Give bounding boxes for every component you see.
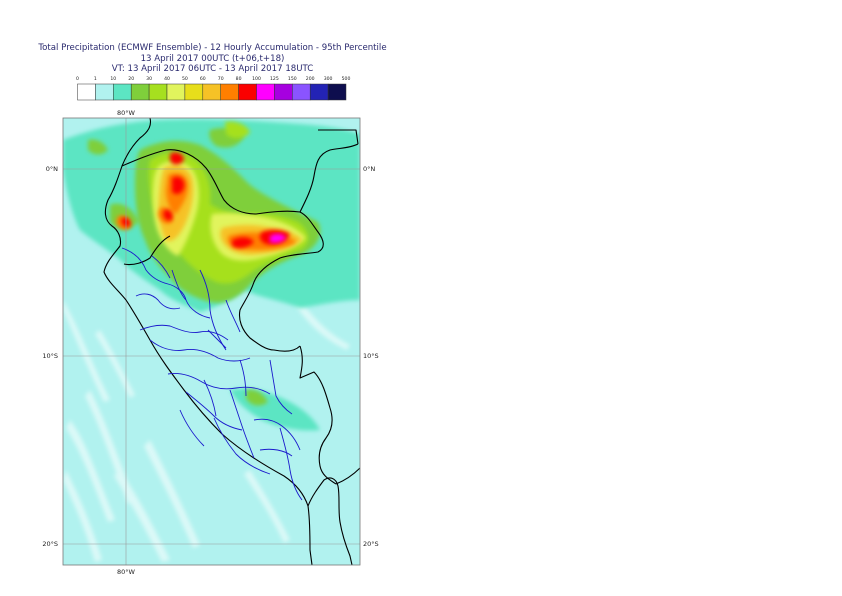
legend-tick-label: 70	[218, 76, 224, 82]
lon-label-top: 80°W	[117, 109, 136, 117]
lat-label-left-0: 0°N	[46, 165, 58, 173]
legend-tick-label: 300	[324, 76, 333, 82]
legend-tick-label: 80	[236, 76, 242, 82]
legend-tick-label: 30	[146, 76, 152, 82]
legend-tick-label: 1	[94, 76, 97, 82]
legend-swatch	[327, 83, 347, 101]
precip-field	[63, 118, 360, 565]
lat-label-left-20s: 20°S	[42, 540, 58, 548]
legend-tick-label: 0	[76, 76, 79, 82]
lat-label-left-10s: 10°S	[42, 352, 58, 360]
map-frame	[62, 117, 361, 566]
legend-tick-label: 100	[252, 76, 261, 82]
ocean-streaks	[63, 300, 350, 562]
legend-tick-label: 200	[306, 76, 315, 82]
lat-label-right-20s: 20°S	[363, 540, 379, 548]
legend-tick-label: 500	[342, 76, 351, 82]
map-title: Total Precipitation (ECMWF Ensemble) - 1…	[38, 43, 387, 53]
legend-tick-label: 125	[270, 76, 279, 82]
legend-tick-label: 40	[164, 76, 170, 82]
precip-100-125	[270, 233, 286, 243]
country-borders	[103, 118, 360, 565]
admin-regions	[121, 247, 303, 501]
valid-time: VT: 13 April 2017 06UTC - 13 April 2017 …	[111, 64, 314, 74]
legend-tick-label: 60	[200, 76, 206, 82]
color-legend: 0 1 10 20 30 40 50 60 70 80 100 125 150 200 300 500	[76, 76, 351, 101]
legend-tick-label: 20	[128, 76, 134, 82]
forecast-run: 13 April 2017 00UTC (t+06,t+18)	[140, 54, 285, 64]
legend-tick-label: 150	[288, 76, 297, 82]
lat-label-right-0: 0°N	[363, 165, 375, 173]
legend-tick-label: 10	[110, 76, 116, 82]
lat-label-right-10s: 10°S	[363, 352, 379, 360]
legend-tick-label: 50	[182, 76, 188, 82]
lon-label-bottom: 80°W	[117, 568, 136, 576]
